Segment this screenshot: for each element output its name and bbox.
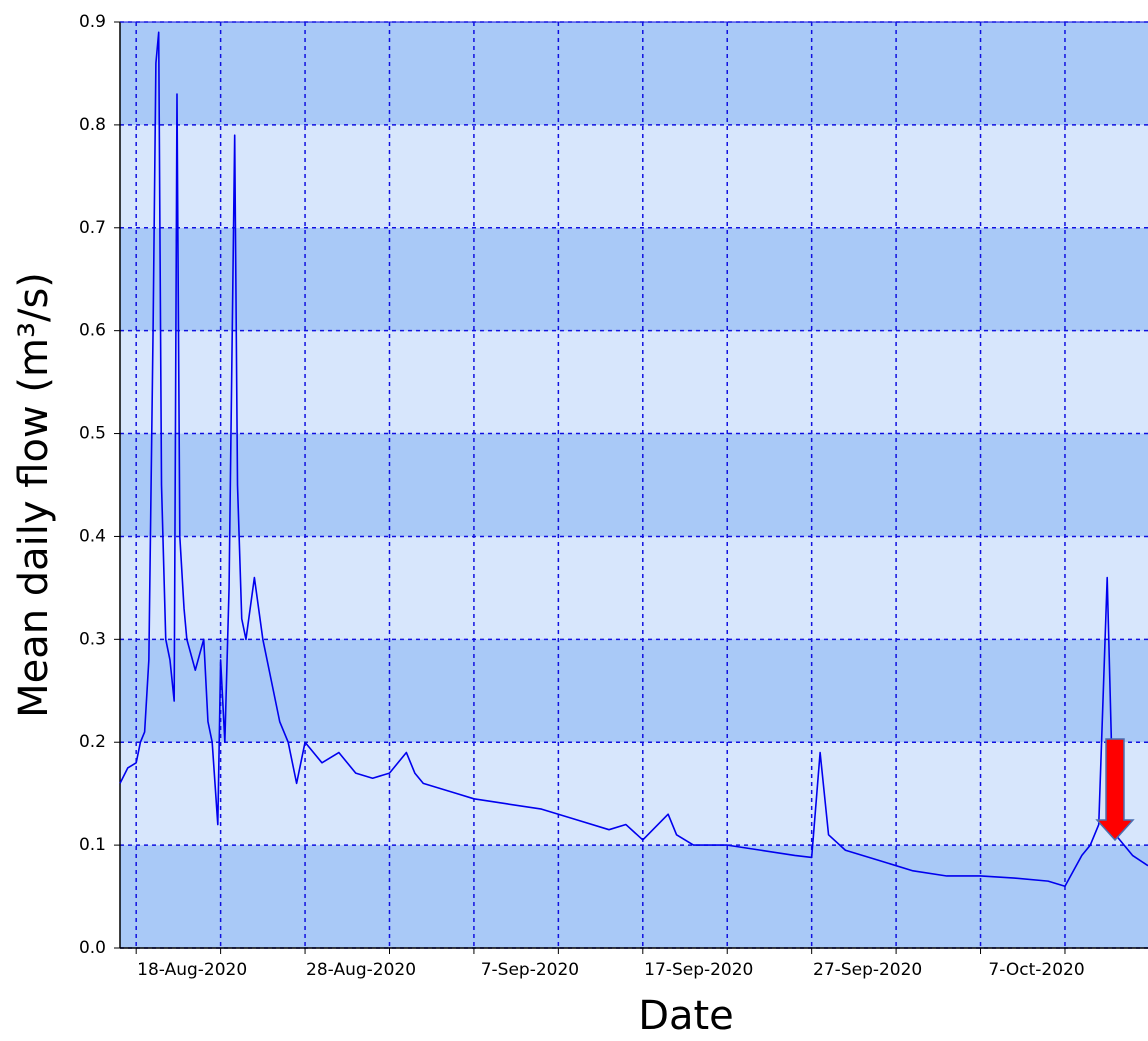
y-tick-label: 0.7 xyxy=(79,218,106,238)
background-band xyxy=(120,742,1148,846)
flow-line xyxy=(119,31,1148,888)
x-tick-label: 18-Aug-2020 xyxy=(137,960,247,980)
x-tick-label: 27-Sep-2020 xyxy=(813,960,922,980)
background-band xyxy=(120,639,1148,743)
annotation-arrow xyxy=(1095,738,1135,842)
background-band xyxy=(120,845,1148,948)
y-tick-label: 0.0 xyxy=(79,938,106,958)
x-tick-label: 28-Aug-2020 xyxy=(306,960,416,980)
background-band xyxy=(120,536,1148,640)
y-tick-label: 0.5 xyxy=(79,424,106,444)
background-band xyxy=(120,433,1148,537)
x-tick-label: 7-Sep-2020 xyxy=(481,960,579,980)
y-tick-label: 0.4 xyxy=(79,526,106,546)
y-axis-title: Mean daily flow (m³/s) xyxy=(11,272,57,718)
y-tick-label: 0.2 xyxy=(79,732,106,752)
plot-area xyxy=(114,21,1148,954)
red-arrow xyxy=(1095,738,1135,842)
background-band xyxy=(120,330,1148,434)
y-tick-label: 0.1 xyxy=(79,835,106,855)
y-tick-label: 0.9 xyxy=(79,12,106,32)
y-tick-label: 0.8 xyxy=(79,115,106,135)
x-tick-label: 7-Oct-2020 xyxy=(988,960,1084,980)
background-band xyxy=(120,124,1148,228)
x-axis-title: Date xyxy=(638,993,734,1037)
background-band xyxy=(120,22,1148,125)
y-tick-label: 0.3 xyxy=(79,629,106,649)
background-band xyxy=(120,227,1148,331)
x-tick-label: 17-Sep-2020 xyxy=(644,960,753,980)
y-tick-label: 0.6 xyxy=(79,321,106,341)
